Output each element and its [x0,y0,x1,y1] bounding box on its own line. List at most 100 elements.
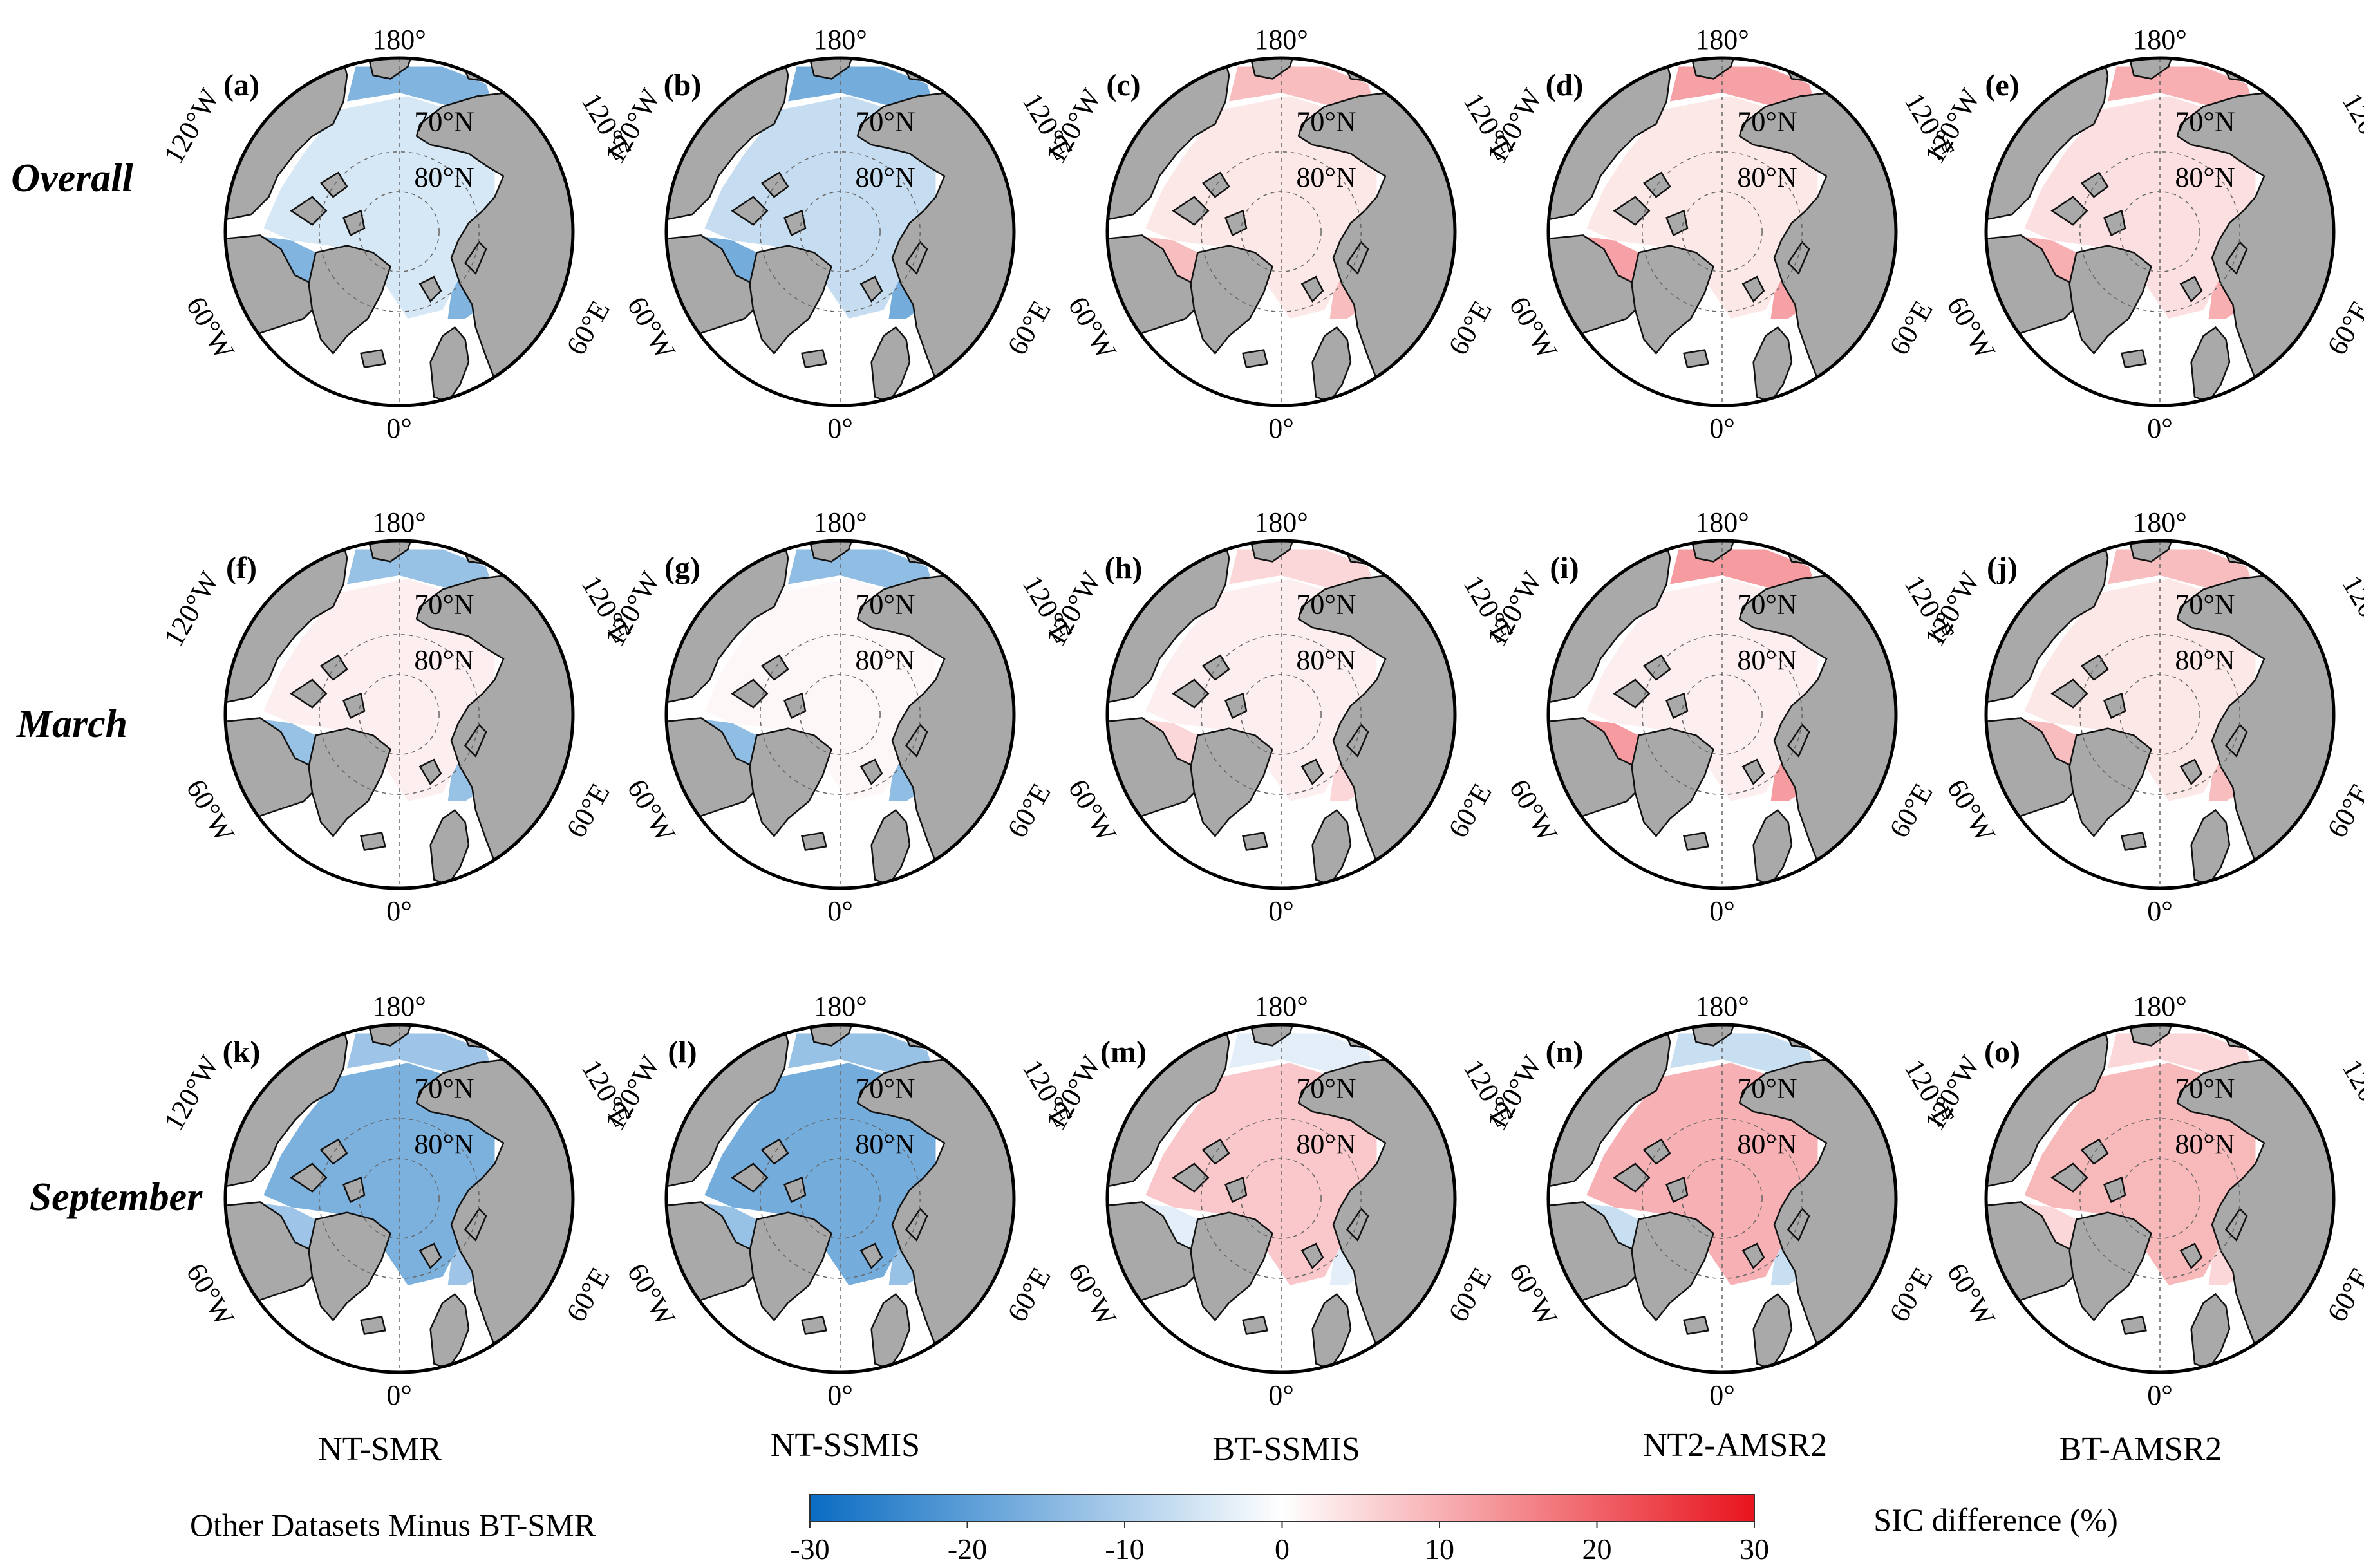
lat-label-70: 70°N [2175,106,2235,137]
panel-label: (g) [664,551,700,585]
land-mass [905,1208,928,1242]
land-mass [290,678,328,709]
map-content [1107,1025,1455,1372]
land-mass [731,196,769,226]
lat-label-80: 80°N [414,644,474,676]
lat-label-70: 70°N [414,1072,474,1104]
land-mass [1346,723,1369,758]
lon-label-180: 180° [372,991,426,1022]
lon-label-180: 180° [372,507,426,538]
lon-label-60e: 60°E [1883,1262,1939,1327]
land-mass [1201,654,1230,681]
lat-70-circle [760,634,921,795]
central-ice-difference [2024,1063,2256,1285]
lat-label-70: 70°N [1737,588,1797,620]
land-mass [783,1176,807,1204]
land-mass [1311,1293,1352,1370]
land-mass [783,209,807,237]
lat-70-circle [760,1118,921,1279]
lon-label-0: 0° [827,1379,853,1411]
map-boundary [664,539,1016,890]
map-content [666,541,1014,888]
map-boundary [1105,539,1457,890]
lon-label-0: 0° [2147,413,2173,444]
lat-label-70: 70°N [414,588,474,620]
lon-label-60w: 60°W [1941,1258,2002,1331]
lon-label-60w: 60°W [1503,1258,1564,1331]
lat-70-circle [2079,634,2240,795]
lat-70-circle [319,634,480,795]
lon-label-0: 0° [2147,1379,2173,1411]
lat-label-70: 70°N [1296,588,1356,620]
lon-label-0: 0° [386,895,412,927]
lat-label-80: 80°N [1296,1128,1356,1160]
land-mass [2179,758,2203,786]
lon-label-60w: 60°W [621,291,682,364]
land-mass [429,326,470,404]
lat-label-70: 70°N [2175,588,2235,620]
map-content [1986,1025,2334,1372]
land-mass [1613,196,1651,226]
land-mass [2068,727,2152,837]
map-content [1986,58,2334,406]
lon-label-60e: 60°E [560,1262,616,1327]
panel-label: (d) [1546,68,1584,102]
row-label-overall: Overall [11,156,133,200]
lon-label-60w: 60°W [1062,1258,1123,1331]
panel-label: (k) [223,1035,261,1069]
land-mass [2103,1176,2126,1204]
lon-label-120e: 120°E [2336,570,2364,648]
lon-label-60w: 60°W [1503,774,1564,847]
land-mass [2103,692,2126,720]
land-mass [749,245,832,355]
map-content [666,1025,1014,1372]
land-mass [749,727,832,837]
panel-label: (o) [1984,1035,2020,1069]
colorbar-tick-label: -30 [790,1533,829,1565]
land-mass [1190,1211,1273,1321]
lat-70-circle [1201,634,1362,795]
land-mass [360,1316,386,1336]
lon-label-60w: 60°W [1941,291,2002,364]
land-mass [801,349,827,369]
land-mass [1613,678,1651,709]
lon-label-60w: 60°W [1941,774,2002,847]
lon-label-180: 180° [2133,24,2187,55]
land-mass [360,349,386,369]
lon-label-60e: 60°E [1883,295,1939,360]
lat-label-80: 80°N [1737,162,1797,193]
land-mass [342,1176,366,1204]
map-content [1107,58,1455,406]
land-mass [1172,196,1210,226]
land-mass [1224,209,1248,237]
lat-label-80: 80°N [414,1128,474,1160]
land-mass [2103,209,2126,237]
lat-70-circle [319,1118,480,1279]
land-mass [418,758,442,786]
land-mass [2179,275,2203,303]
lon-label-0: 0° [386,1379,412,1411]
land-mass [2190,326,2231,404]
lon-label-60e: 60°E [560,778,616,843]
lon-label-60e: 60°E [1001,778,1057,843]
map-boundary [223,539,575,890]
land-mass [1242,1316,1268,1336]
lat-label-80: 80°N [1737,644,1797,676]
map-content [1548,541,1896,888]
lon-label-60e: 60°E [1883,778,1939,843]
land-mass [2224,241,2248,275]
land-mass [1224,1176,1248,1204]
lon-label-120e: 120°E [2336,1054,2364,1132]
land-mass [859,758,883,786]
land-mass [870,1293,911,1370]
map-content [1548,58,1896,406]
lon-label-60w: 60°W [180,1258,241,1331]
land-mass [801,832,827,852]
panel-label: (j) [1987,551,2018,585]
land-mass [731,678,769,709]
lon-label-180: 180° [813,507,867,538]
